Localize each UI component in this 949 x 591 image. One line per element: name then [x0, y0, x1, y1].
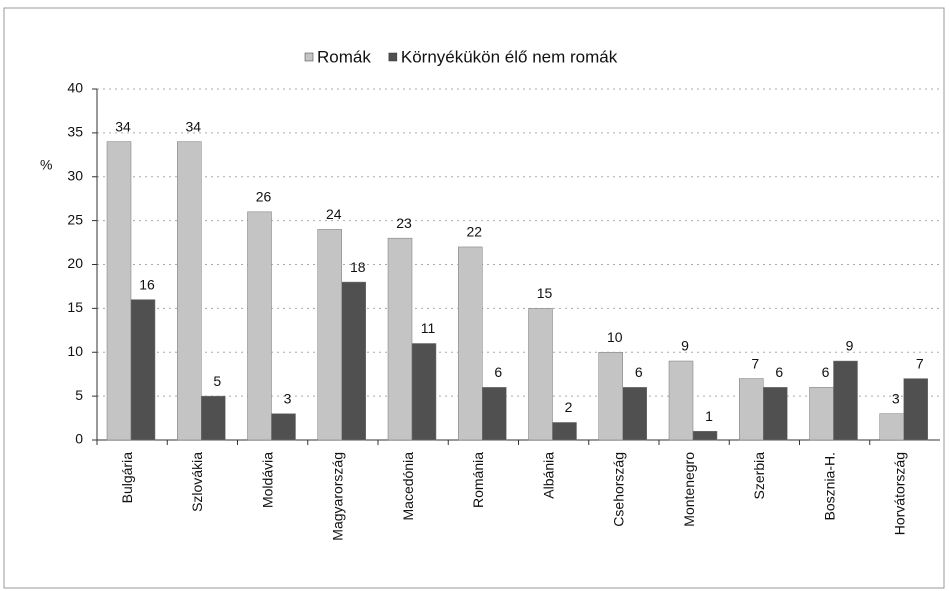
data-label: 10: [607, 329, 623, 345]
bar: [879, 413, 904, 441]
data-label: 3: [892, 390, 900, 406]
data-label: 9: [681, 338, 689, 354]
data-label: 6: [822, 364, 830, 380]
y-tick-label: 15: [67, 299, 83, 315]
bar: [317, 229, 342, 441]
data-label: 22: [466, 224, 482, 240]
x-tick-label: Románia: [470, 452, 486, 508]
legend-label: Környékükön élő nem romák: [401, 47, 618, 66]
bar: [598, 352, 623, 441]
bar: [106, 141, 132, 441]
data-label: 34: [115, 118, 131, 134]
data-label: 2: [565, 399, 573, 415]
bar: [411, 343, 437, 441]
x-tick-label: Csehország: [611, 452, 627, 527]
legend-swatch: [388, 52, 398, 62]
bar: [833, 360, 858, 441]
frame: [3, 7, 945, 589]
data-label: 6: [635, 364, 643, 380]
y-tick-label: 5: [75, 387, 83, 403]
x-tick-label: Magyarország: [330, 452, 346, 541]
bar: [739, 378, 764, 441]
bar: [668, 360, 694, 441]
data-label: 3: [284, 390, 292, 406]
x-tick-label: Bulgária: [119, 452, 135, 504]
bar: [903, 378, 928, 441]
bar: [622, 387, 647, 441]
data-label: 9: [846, 338, 854, 354]
bar: [341, 281, 366, 441]
data-label: 11: [421, 320, 436, 336]
bar: [271, 413, 296, 441]
legend-label: Romák: [317, 47, 371, 66]
bar: [387, 237, 413, 441]
bar: [552, 422, 577, 441]
data-label: 6: [494, 364, 502, 380]
y-tick-label: 10: [67, 343, 83, 359]
data-label: 16: [139, 276, 155, 292]
x-tick-label: Moldávia: [259, 452, 275, 508]
legend-swatch: [304, 52, 314, 62]
bar: [763, 387, 788, 441]
y-tick-label: 30: [67, 167, 83, 183]
y-tick-label: 25: [67, 211, 83, 227]
y-tick-label: 40: [67, 80, 83, 96]
data-label: 7: [751, 355, 759, 371]
x-tick-label: Macedónia: [400, 452, 416, 521]
x-tick-label: Bosznia-H.: [821, 452, 837, 520]
data-label: 26: [256, 189, 272, 205]
data-label: 1: [705, 408, 713, 424]
y-tick-label: 35: [67, 124, 83, 140]
data-label: 34: [185, 118, 201, 134]
x-tick-label: Montenegro: [681, 452, 697, 527]
bar: [528, 308, 553, 441]
data-label: 24: [326, 206, 342, 222]
bar: [809, 387, 834, 441]
data-label: 23: [396, 215, 412, 231]
bar: [130, 299, 156, 441]
y-tick-label: 20: [67, 255, 83, 271]
x-tick-label: Szlovákia: [189, 452, 205, 512]
x-tick-label: Horvátország: [892, 452, 908, 535]
bar: [458, 246, 483, 441]
data-label: 5: [213, 373, 221, 389]
data-label: 7: [916, 355, 924, 371]
data-label: 18: [350, 259, 366, 275]
bar: [201, 395, 226, 441]
bar: [247, 211, 272, 441]
x-tick-label: Szerbia: [751, 452, 767, 500]
x-tick-label: Albánia: [540, 452, 556, 499]
y-axis-label: %: [40, 157, 52, 173]
bar: [692, 430, 718, 441]
data-label: 15: [537, 285, 553, 301]
data-label: 6: [775, 364, 783, 380]
bar: [482, 387, 507, 441]
y-tick-label: 0: [75, 431, 83, 447]
bar: [177, 141, 202, 441]
